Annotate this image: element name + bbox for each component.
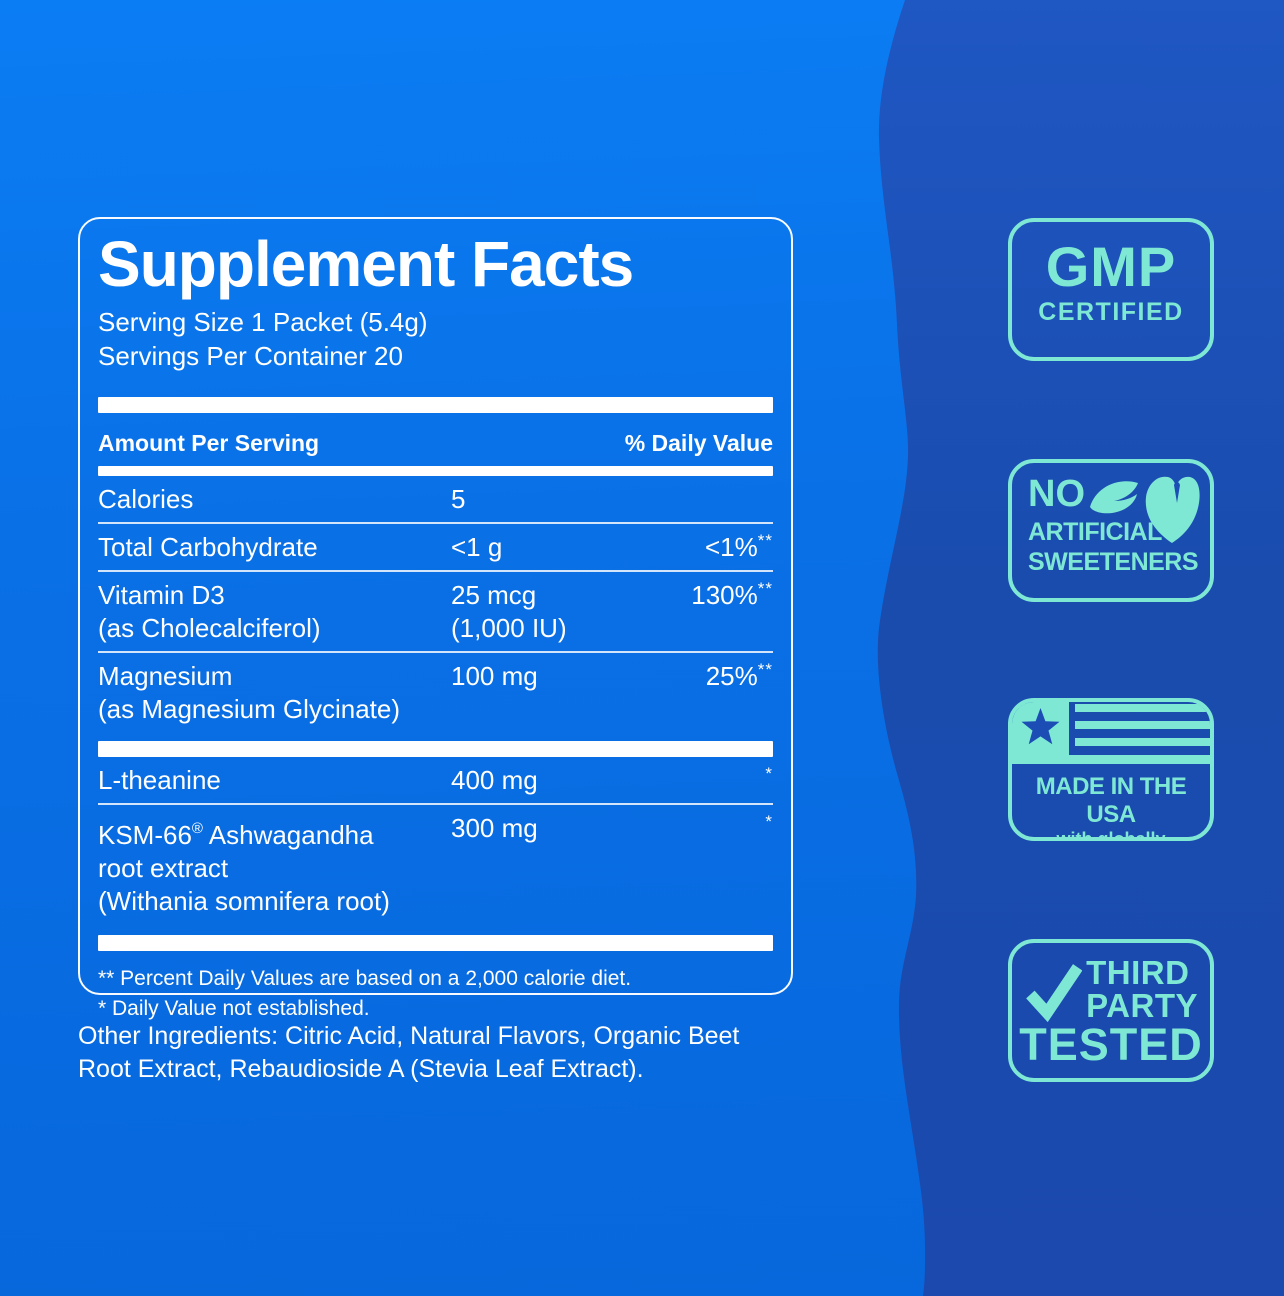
third-party-word2: PARTY bbox=[1086, 987, 1198, 1024]
row-name-detail: (as Cholecalciferol) bbox=[98, 613, 321, 644]
table-row-calories: Calories 5 bbox=[98, 476, 773, 522]
supplement-facts-panel: Supplement Facts Serving Size 1 Packet (… bbox=[78, 217, 793, 1020]
third-party-word3: TESTED bbox=[1019, 1019, 1203, 1070]
row-name: Magnesium bbox=[98, 661, 233, 692]
thin-rule bbox=[98, 651, 773, 654]
thin-rule bbox=[98, 803, 773, 806]
gmp-title: GMP bbox=[1045, 235, 1177, 298]
third-party-word1: THIRD bbox=[1086, 954, 1190, 991]
no-artificial-sweeteners-badge: NO ARTIFICIAL SWEETENERS bbox=[1008, 459, 1214, 602]
panel-title: Supplement Facts bbox=[98, 228, 634, 300]
row-name-detail: root extract bbox=[98, 853, 229, 884]
row-name-detail: (as Magnesium Glycinate) bbox=[98, 694, 400, 725]
usa-flag-icon bbox=[1012, 702, 1210, 764]
thick-rule bbox=[98, 935, 773, 952]
row-amount: 300 mg bbox=[451, 813, 538, 844]
column-header-amount: Amount Per Serving bbox=[98, 430, 320, 457]
row-name: L-theanine bbox=[98, 765, 221, 796]
servings-per-container: Servings Per Container 20 bbox=[98, 341, 403, 372]
footnote-not-established: * Daily Value not established. bbox=[98, 997, 370, 1021]
table-row-ksm66-ashwagandha: KSM-66® Ashwagandha root extract (Withan… bbox=[98, 805, 773, 924]
no-artificial-line2: ARTIFICIAL bbox=[1028, 518, 1162, 546]
third-party-tested-badge: THIRD PARTY TESTED bbox=[1008, 939, 1214, 1082]
gmp-subtitle: CERTIFIED bbox=[1038, 298, 1184, 326]
serving-size: Serving Size 1 Packet (5.4g) bbox=[98, 307, 428, 338]
row-amount: 25 mcg bbox=[451, 580, 537, 611]
usa-subtitle-1: with globally bbox=[1056, 829, 1166, 841]
column-header-daily-value: % Daily Value bbox=[624, 430, 773, 457]
row-amount: 400 mg bbox=[451, 765, 538, 796]
row-amount: 100 mg bbox=[451, 661, 538, 692]
table-row-total-carbohydrate: Total Carbohydrate <1 g <1%** bbox=[98, 524, 773, 570]
row-amount: <1 g bbox=[451, 532, 503, 563]
row-daily-value: <1%** bbox=[705, 531, 773, 563]
row-daily-value: * bbox=[765, 764, 773, 784]
other-ingredients-text: Other Ingredients: Citric Acid, Natural … bbox=[78, 1022, 740, 1083]
leaves-icon bbox=[1090, 476, 1200, 543]
table-row-l-theanine: L-theanine 400 mg * bbox=[98, 757, 773, 803]
thick-rule bbox=[98, 397, 773, 414]
thick-rule bbox=[98, 466, 773, 477]
thin-rule bbox=[98, 522, 773, 525]
row-name: Total Carbohydrate bbox=[98, 532, 318, 563]
row-name-detail: (Withania somnifera root) bbox=[98, 886, 390, 917]
row-daily-value: 130%** bbox=[691, 579, 773, 611]
row-name: Vitamin D3 bbox=[98, 580, 225, 611]
table-row-magnesium: Magnesium (as Magnesium Glycinate) 100 m… bbox=[98, 653, 773, 732]
made-in-usa-badge: MADE IN THE USA with globally sourced in… bbox=[1008, 698, 1214, 841]
row-daily-value: * bbox=[765, 812, 773, 832]
no-artificial-line1: NO bbox=[1028, 473, 1085, 515]
row-name: KSM-66® Ashwagandha bbox=[98, 820, 374, 851]
footnote-daily-values: ** Percent Daily Values are based on a 2… bbox=[98, 967, 632, 991]
gmp-certified-badge: GMP CERTIFIED bbox=[1008, 218, 1214, 361]
usa-title: MADE IN THE USA bbox=[1035, 773, 1187, 828]
row-amount-detail: (1,000 IU) bbox=[451, 613, 567, 644]
no-artificial-line3: SWEETENERS bbox=[1028, 548, 1199, 576]
row-daily-value: 25%** bbox=[705, 660, 773, 692]
row-name: Calories bbox=[98, 484, 194, 515]
checkmark-icon bbox=[1026, 964, 1083, 1023]
table-row-vitamin-d3: Vitamin D3 (as Cholecalciferol) 25 mcg (… bbox=[98, 572, 773, 651]
thin-rule bbox=[98, 570, 773, 573]
thick-rule bbox=[98, 741, 773, 758]
row-amount: 5 bbox=[451, 484, 466, 515]
